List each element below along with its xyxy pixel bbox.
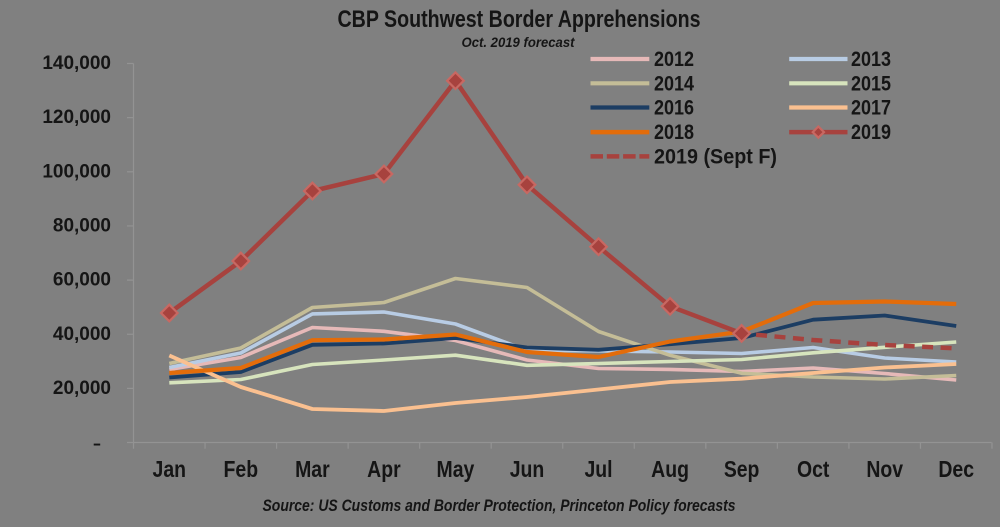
- svg-text:2013: 2013: [851, 48, 891, 71]
- svg-text:Nov: Nov: [866, 456, 903, 482]
- svg-text:2019 (Sept F): 2019 (Sept F): [654, 145, 777, 168]
- svg-text:Aug: Aug: [651, 456, 689, 482]
- svg-text:80,000: 80,000: [53, 215, 111, 236]
- svg-text:Oct. 2019 forecast: Oct. 2019 forecast: [462, 34, 576, 50]
- svg-text:2016: 2016: [654, 97, 694, 120]
- svg-text:Mar: Mar: [295, 456, 330, 482]
- svg-text:Dec: Dec: [938, 456, 974, 482]
- svg-text:Oct: Oct: [797, 456, 830, 482]
- svg-text:40,000: 40,000: [53, 324, 111, 345]
- svg-text:120,000: 120,000: [42, 107, 111, 128]
- svg-text:Source: US Customs and Border: Source: US Customs and Border Protection…: [263, 497, 736, 515]
- svg-text:CBP Southwest Border Apprehens: CBP Southwest Border Apprehensions: [338, 6, 701, 33]
- svg-text:2012: 2012: [654, 48, 694, 71]
- svg-text:May: May: [437, 456, 475, 482]
- svg-text:100,000: 100,000: [42, 161, 111, 182]
- svg-text:Feb: Feb: [224, 456, 259, 482]
- svg-text:2014: 2014: [654, 72, 694, 95]
- svg-text:Jan: Jan: [153, 456, 187, 482]
- svg-text:2015: 2015: [851, 72, 891, 95]
- svg-text:Jul: Jul: [584, 456, 612, 482]
- svg-text:Sep: Sep: [724, 456, 760, 482]
- svg-text:60,000: 60,000: [53, 270, 111, 291]
- svg-text:2017: 2017: [851, 97, 891, 120]
- svg-text:Jun: Jun: [510, 456, 545, 482]
- svg-text:2019: 2019: [851, 121, 891, 144]
- svg-text:2018: 2018: [654, 121, 694, 144]
- svg-text:20,000: 20,000: [53, 378, 111, 399]
- svg-text:140,000: 140,000: [42, 53, 111, 74]
- svg-text:Apr: Apr: [367, 456, 401, 482]
